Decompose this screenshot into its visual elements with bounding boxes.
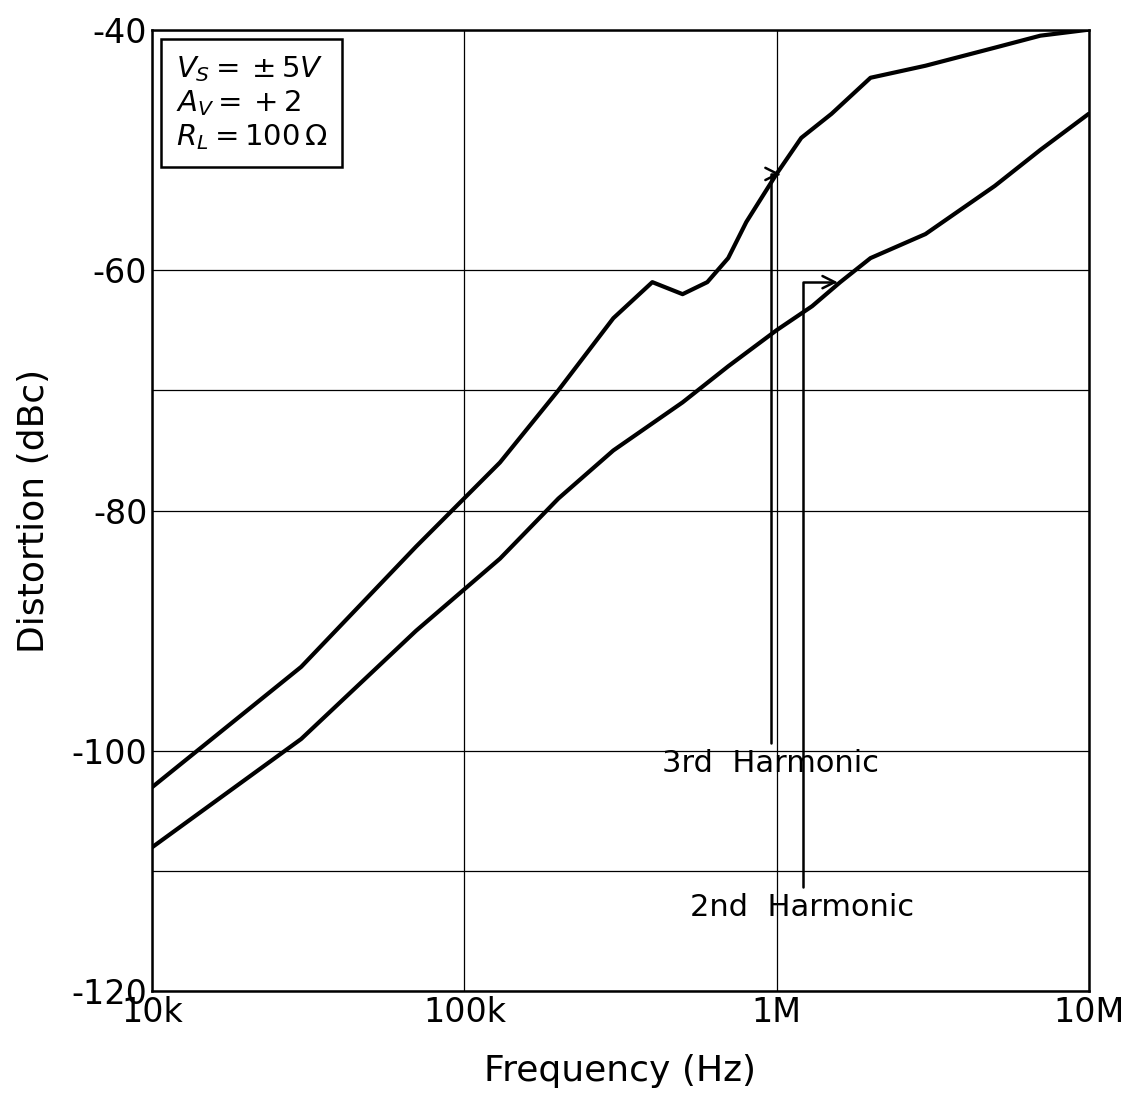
X-axis label: Frequency (Hz): Frequency (Hz) <box>485 1054 756 1088</box>
Text: 3rd  Harmonic: 3rd Harmonic <box>662 168 879 778</box>
Text: $V_S = \pm5V$
$A_V = +2$
$R_L = 100\,\Omega$: $V_S = \pm5V$ $A_V = +2$ $R_L = 100\,\Om… <box>176 54 327 152</box>
Y-axis label: Distortion (dBc): Distortion (dBc) <box>17 368 50 653</box>
Text: 2nd  Harmonic: 2nd Harmonic <box>690 276 915 922</box>
